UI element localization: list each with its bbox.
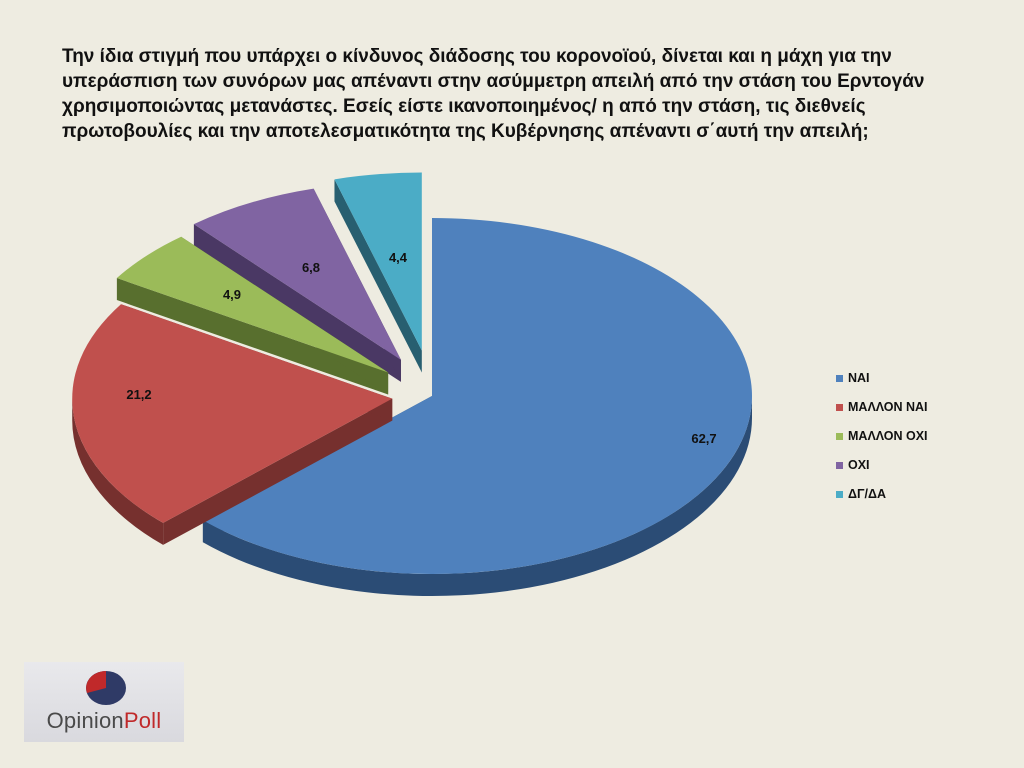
legend-item-0: ΝΑΙ — [836, 370, 928, 386]
legend-swatch-0 — [836, 374, 843, 382]
pie-slice-wall-1-0 — [163, 398, 393, 545]
legend-swatch-4 — [836, 490, 843, 498]
pie-slice-side-0 — [202, 396, 752, 596]
logo-text: OpinionPoll — [24, 708, 184, 734]
pie-slice-top-2 — [116, 236, 389, 373]
legend-item-2: ΜΑΛΛΟΝ ΟΧΙ — [836, 428, 928, 444]
pie-slice-top-4 — [334, 172, 422, 351]
pie-slice-top-1 — [72, 304, 393, 523]
pie-slice-wall-3-0 — [193, 224, 401, 382]
pie-slice-wall-4-0 — [334, 179, 422, 373]
data-label-2: 4,9 — [223, 287, 241, 302]
legend-label-2: ΜΑΛΛΟΝ ΟΧΙ — [848, 429, 928, 443]
legend-label-4: ΔΓ/ΔΑ — [848, 487, 886, 501]
data-label-0: 62,7 — [691, 431, 716, 446]
legend-label-3: ΟΧΙ — [848, 458, 870, 472]
legend-item-3: ΟΧΙ — [836, 457, 928, 473]
pie-slice-4 — [334, 172, 422, 373]
pie-slice-top-3 — [193, 188, 401, 360]
pie-slice-1 — [72, 304, 393, 545]
data-label-1: 21,2 — [126, 387, 151, 402]
legend-label-1: ΜΑΛΛΟΝ ΝΑΙ — [848, 400, 928, 414]
pie-slice-top-0 — [202, 218, 753, 574]
legend-label-0: ΝΑΙ — [848, 371, 870, 385]
legend-swatch-3 — [836, 461, 843, 469]
legend-swatch-1 — [836, 403, 843, 411]
opinionpoll-logo: OpinionPoll — [24, 662, 184, 742]
logo-text-poll: Poll — [123, 708, 162, 733]
data-label-3: 6,8 — [302, 260, 320, 275]
pie-slice-3 — [193, 188, 401, 382]
logo-mark-icon — [86, 671, 126, 705]
chart-title: Την ίδια στιγμή που υπάρχει ο κίνδυνος δ… — [62, 46, 925, 142]
pie-slice-0 — [202, 218, 753, 596]
pie-slice-2 — [116, 236, 389, 395]
pie-slice-wall-2-0 — [116, 278, 389, 395]
chart-legend: ΝΑΙ ΜΑΛΛΟΝ ΝΑΙ ΜΑΛΛΟΝ ΟΧΙ ΟΧΙ ΔΓ/ΔΑ — [836, 370, 928, 515]
logo-text-opinion: Opinion — [46, 708, 124, 733]
legend-item-1: ΜΑΛΛΟΝ ΝΑΙ — [836, 399, 928, 415]
pie-slice-side-1 — [72, 398, 164, 545]
data-label-4: 4,4 — [389, 250, 408, 265]
legend-item-4: ΔΓ/ΔΑ — [836, 486, 928, 502]
legend-swatch-2 — [836, 432, 843, 440]
